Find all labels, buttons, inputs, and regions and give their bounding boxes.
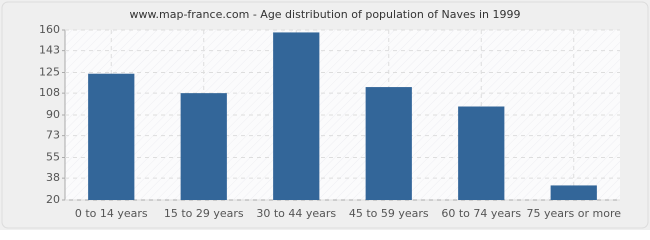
bar <box>88 73 135 200</box>
bar <box>458 106 505 200</box>
y-tick-label: 160 <box>39 23 60 36</box>
x-tick-label: 75 years or more <box>526 207 621 220</box>
x-tick-label: 45 to 59 years <box>349 207 429 220</box>
bar <box>550 185 597 200</box>
bar <box>180 93 227 200</box>
y-tick-label: 55 <box>46 151 60 164</box>
x-tick-label: 60 to 74 years <box>441 207 521 220</box>
y-tick-label: 90 <box>46 108 60 121</box>
y-tick-label: 38 <box>46 171 60 184</box>
x-tick-label: 30 to 44 years <box>256 207 336 220</box>
y-tick-label: 143 <box>39 44 60 57</box>
bar <box>365 87 412 200</box>
y-tick-label: 20 <box>46 193 60 206</box>
chart-title: www.map-france.com - Age distribution of… <box>130 8 521 21</box>
plot-area <box>65 30 620 200</box>
y-tick-label: 73 <box>46 129 60 142</box>
y-tick-label: 108 <box>39 86 60 99</box>
y-tick-label: 125 <box>39 66 60 79</box>
x-tick-label: 0 to 14 years <box>75 207 148 220</box>
chart: www.map-france.com - Age distribution of… <box>0 0 650 230</box>
bar <box>273 32 320 200</box>
x-tick-label: 15 to 29 years <box>164 207 244 220</box>
